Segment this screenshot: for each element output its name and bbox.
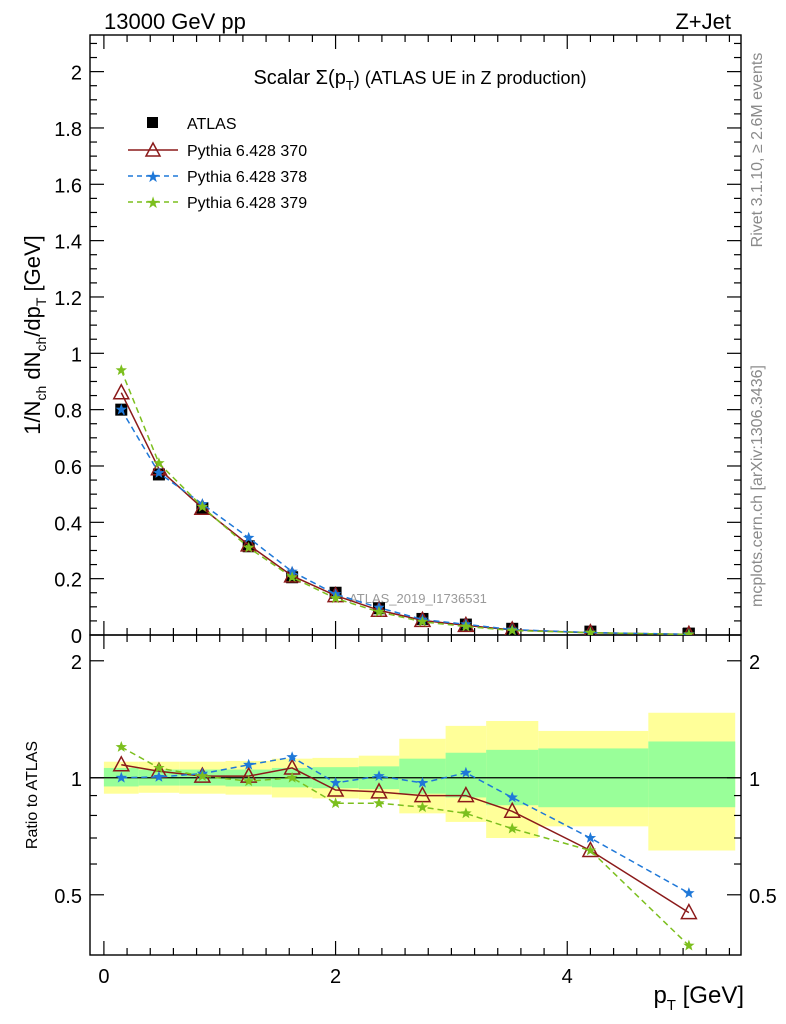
main-point-pythia-6-428-378 (115, 403, 127, 415)
ratio-y-tick-label: 2 (71, 652, 82, 674)
y-tick-label: 1.8 (54, 119, 82, 141)
mcplots-label: mcplots.cern.ch [arXiv:1306.3436] (749, 365, 766, 607)
main-point-pythia-6-428-379 (506, 624, 518, 635)
legend-marker-378: ★ (146, 169, 160, 186)
main-point-pythia-6-428-378 (286, 565, 298, 577)
main-line-pythia-6-428-379 (120, 369, 689, 635)
ratio-point-pythia-6-428-370 (112, 755, 131, 772)
ratio-point-pythia-6-428-378 (373, 770, 385, 781)
y-tick-label: 2 (71, 63, 82, 85)
axis-ticks (90, 35, 741, 955)
legend-marker-370 (144, 141, 162, 157)
main-point-pythia-6-428-379 (584, 626, 597, 635)
ratio-point-pythia-6-428-379 (584, 844, 597, 856)
main-point-pythia-6-428-379 (373, 605, 385, 617)
ratio-point-pythia-6-428-379 (329, 797, 342, 809)
main-point-pythia-6-428-379 (243, 541, 255, 553)
ratio-point-pythia-6-428-370 (680, 902, 698, 920)
band-inner-11 (648, 741, 736, 808)
ratio-point-pythia-6-428-378 (416, 776, 429, 788)
legend-marker-atlas (147, 117, 158, 128)
main-point-pythia-6-428-379 (115, 364, 127, 376)
ratio-y-tick-label: 1 (71, 769, 82, 791)
main-point-pythia-6-428-379 (460, 620, 472, 632)
y-tick-label: 0 (71, 626, 82, 648)
ratio-point-pythia-6-428-378 (683, 887, 695, 898)
main-point-pythia-6-428-379 (153, 457, 165, 468)
ratio-line-pythia-6-428-379 (120, 746, 690, 947)
legend-marker-379: ★ (146, 195, 160, 212)
y-tick-label: 1 (71, 344, 82, 366)
y-tick-label: 0.8 (54, 401, 82, 423)
main-point-pythia-6-428-379 (683, 628, 695, 635)
ratio-point-pythia-6-428-370 (326, 780, 345, 797)
x-tick-label: 2 (330, 966, 341, 988)
ratio-point-pythia-6-428-379 (115, 741, 127, 752)
ratio-point-pythia-6-428-378 (153, 770, 165, 782)
main-series-layer (112, 364, 695, 635)
ratio-axis-title: Ratio to ATLAS (24, 741, 41, 849)
analysis-watermark: ATLAS_2019_I1736531 (349, 591, 487, 606)
ratio-point-pythia-6-428-370 (457, 785, 475, 803)
ratio-y-tick-label-right: 1 (749, 769, 760, 791)
main-point-pythia-6-428-370 (112, 383, 131, 400)
main-line-pythia-6-428-378 (120, 409, 689, 635)
main-point-pythia-6-428-379 (196, 500, 209, 512)
ratio-point-pythia-6-428-379 (506, 822, 518, 834)
main-point-pythia-6-428-370 (370, 600, 388, 617)
axis-tick-labels: 0 0.2 0.4 0.6 0.8 1 1.2 1.4 1.6 1.8 2 0.5 0.5 1 1 2 2 0 2 4 (54, 63, 777, 988)
ratio-point-pythia-6-428-378 (329, 776, 342, 788)
main-point-pythia-6-428-379 (286, 571, 298, 583)
rivet-label: Rivet 3.1.10, ≥ 2.6M events (749, 53, 766, 248)
ratio-point-pythia-6-428-379 (683, 939, 695, 951)
x-tick-label: 0 (98, 966, 109, 988)
ratio-point-pythia-6-428-378 (460, 766, 472, 778)
main-point-pythia-6-428-370 (326, 585, 345, 603)
ratio-series-layer (112, 741, 698, 951)
ratio-point-pythia-6-428-379 (196, 770, 209, 781)
ratio-point-pythia-6-428-379 (416, 801, 429, 813)
ratio-y-tick-label: 0.5 (54, 886, 82, 908)
header-process: Z+Jet (675, 9, 731, 34)
ratio-point-pythia-6-428-378 (115, 771, 127, 783)
ratio-point-pythia-6-428-379 (286, 771, 298, 783)
ratio-line-pythia-6-428-378 (121, 756, 690, 894)
main-point-pythia-6-428-370 (457, 615, 475, 633)
ratio-y-tick-label-right: 2 (749, 652, 760, 674)
main-point-pythia-6-428-378 (243, 531, 255, 543)
legend-label-378: Pythia 6.428 378 (187, 169, 307, 186)
y-tick-label: 1.6 (54, 175, 82, 197)
ratio-point-pythia-6-428-379 (460, 807, 472, 819)
y-tick-label: 1.2 (54, 288, 82, 310)
x-tick-label: 4 (562, 966, 573, 988)
main-point-pythia-6-428-379 (416, 615, 429, 627)
ratio-point-pythia-6-428-378 (286, 751, 298, 762)
x-axis-title: pT [GeV] (653, 982, 744, 1014)
main-point-pythia-6-428-370 (239, 535, 258, 552)
legend: ATLAS Pythia 6.428 370 ★ Pythia 6.428 37… (128, 116, 307, 212)
legend-label-atlas: ATLAS (187, 116, 237, 133)
main-point-pythia-6-428-378 (153, 467, 165, 478)
ratio-y-tick-label-right: 0.5 (749, 886, 777, 908)
ratio-point-pythia-6-428-378 (506, 791, 518, 803)
main-point-pythia-6-428-379 (329, 592, 342, 604)
ratio-point-pythia-6-428-370 (503, 801, 521, 819)
ratio-point-pythia-6-428-379 (373, 797, 385, 809)
chart-title: Scalar Σ(pT) (ATLAS UE in Z production) (253, 67, 586, 93)
y-tick-label: 0.4 (54, 513, 82, 535)
legend-label-370: Pythia 6.428 370 (187, 143, 307, 160)
ratio-point-pythia-6-428-379 (243, 775, 255, 787)
y-tick-label: 0.2 (54, 570, 82, 592)
ratio-point-pythia-6-428-378 (243, 758, 255, 770)
y-axis-title: 1/Nch dNch/dpT [GeV] (20, 235, 49, 435)
ratio-point-pythia-6-428-378 (584, 832, 597, 843)
legend-label-379: Pythia 6.428 379 (187, 195, 307, 212)
header-collision: 13000 GeV pp (104, 9, 246, 34)
ratio-point-pythia-6-428-379 (153, 761, 165, 773)
y-tick-label: 1.4 (54, 232, 82, 254)
y-tick-label: 0.6 (54, 457, 82, 479)
